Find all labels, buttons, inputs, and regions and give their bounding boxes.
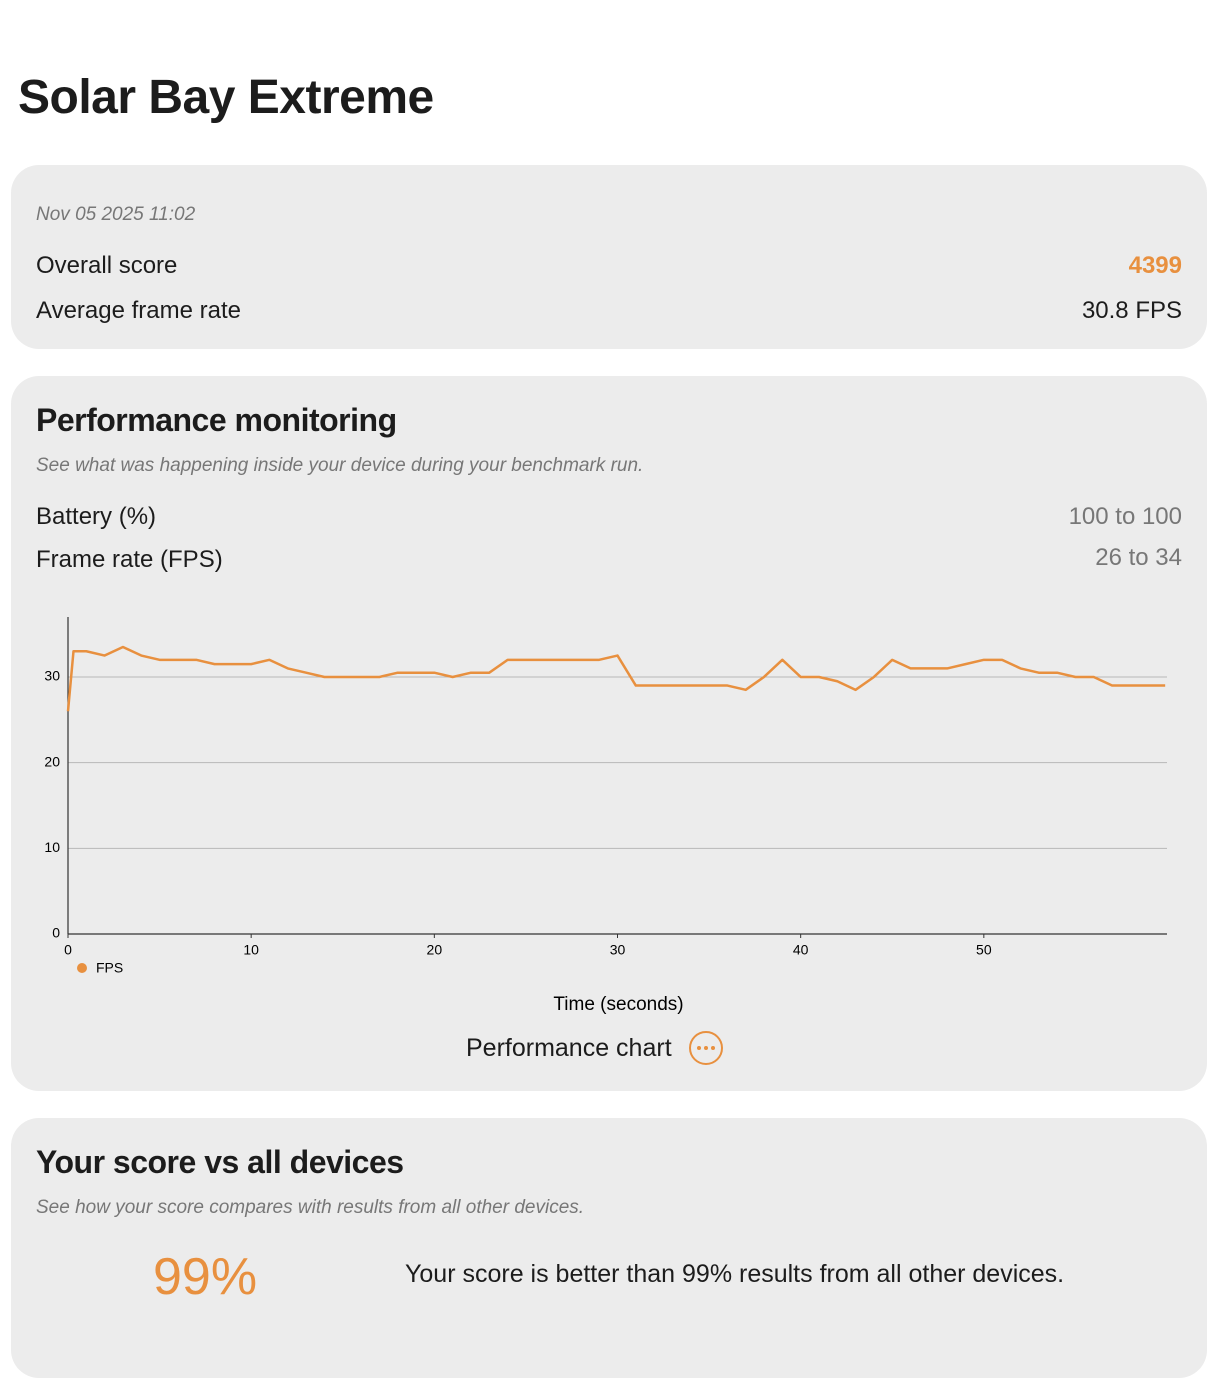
section-subtitle: See what was happening inside your devic… [36, 455, 644, 476]
page: Solar Bay Extreme Nov 05 2025 11:02 Over… [11, 71, 1207, 1378]
comparison-text: Your score is better than 99% results fr… [405, 1260, 1065, 1288]
section-subtitle: See how your score compares with results… [36, 1197, 585, 1218]
x-tick-label: 20 [427, 942, 443, 958]
row-label: Battery (%) [36, 503, 157, 530]
x-tick-label: 30 [610, 942, 626, 958]
button-label: Performance chart [466, 1033, 672, 1062]
legend-label: FPS [96, 960, 123, 976]
run-date: Nov 05 2025 11:02 [36, 204, 196, 225]
row-value: 30.8 FPS [1081, 297, 1182, 324]
x-tick-label: 0 [64, 942, 72, 958]
performance-chart-button[interactable]: Performance chart [466, 1030, 724, 1066]
fps-line [66, 645, 1166, 712]
monitoring-card [11, 376, 1207, 1091]
section-title: Your score vs all devices [36, 1144, 404, 1180]
row-label: Average frame rate [36, 297, 241, 324]
row-value: 100 to 100 [1068, 503, 1182, 530]
more-icon [688, 1031, 723, 1065]
row-label: Frame rate (FPS) [36, 546, 223, 573]
y-tick-label: 30 [44, 668, 60, 684]
summary-card [11, 165, 1207, 349]
x-tick-label: 40 [793, 942, 809, 958]
y-tick-label: 20 [44, 753, 60, 769]
percentile: 99% [153, 1248, 258, 1306]
fps-chart: 0 10 20 30 0 10 20 30 40 50 Time (seconds) FPS [44, 617, 1167, 1015]
y-tick-label: 10 [44, 839, 60, 855]
legend-marker [77, 963, 87, 973]
x-tick-label: 50 [976, 942, 992, 958]
x-tick-label: 10 [243, 942, 259, 958]
y-tick-label: 0 [52, 925, 60, 941]
row-label: Overall score [36, 252, 178, 279]
section-title: Performance monitoring [36, 402, 397, 438]
page-title: Solar Bay Extreme [18, 71, 434, 124]
overall-score: 4399 [1128, 252, 1182, 279]
row-value: 26 to 34 [1095, 544, 1182, 571]
x-axis-title: Time (seconds) [553, 994, 683, 1015]
